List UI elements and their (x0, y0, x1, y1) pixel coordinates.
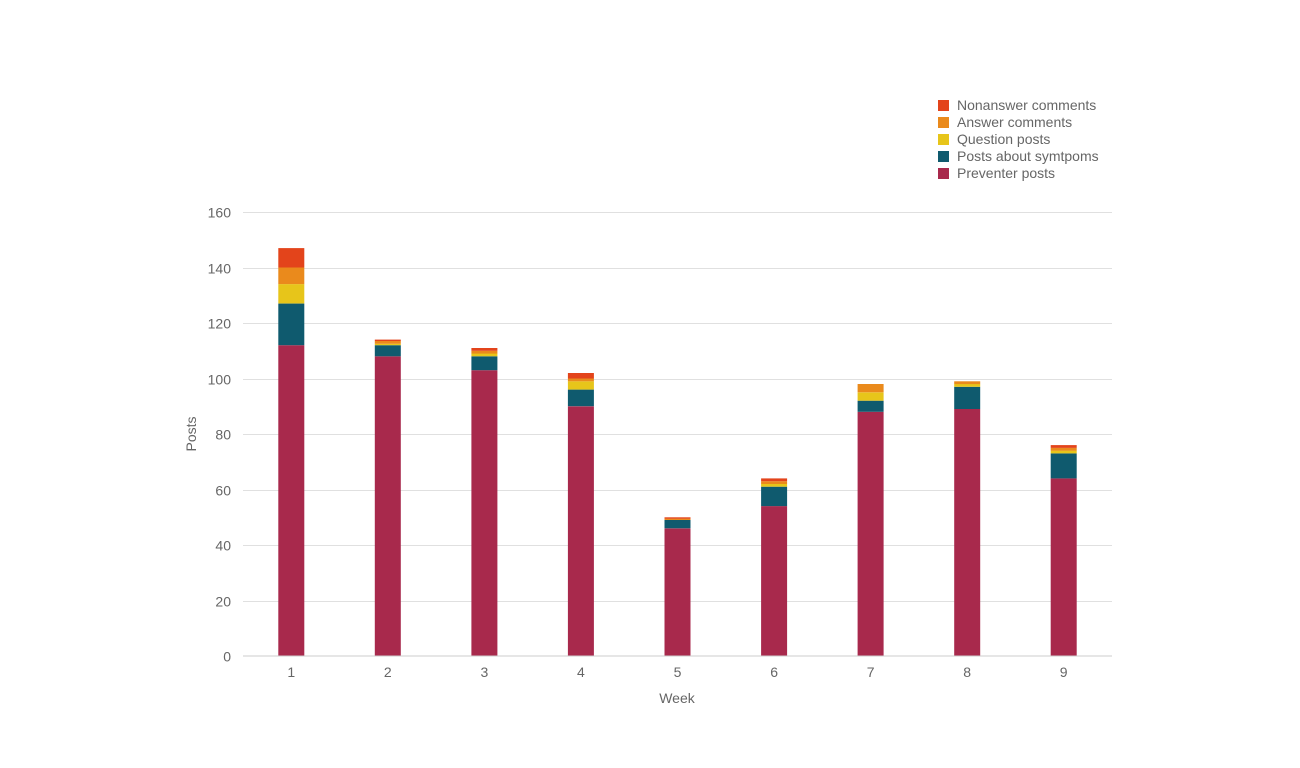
y-tick-label: 60 (215, 483, 231, 499)
bar-segment-week-1-series-0 (278, 345, 305, 656)
x-axis-ticks: 1 2 3 4 5 6 7 8 9 (287, 664, 1067, 680)
y-axis-title: Posts (183, 416, 199, 451)
bar-segment-week-6-series-0 (761, 506, 788, 656)
bar-segment-week-9-series-4 (1050, 445, 1077, 448)
x-tick-label: 3 (481, 664, 489, 680)
bar-segment-week-5-series-4 (664, 517, 691, 519)
bar-segment-week-3-series-0 (471, 370, 498, 656)
bar-segment-week-2-series-0 (374, 356, 401, 656)
bar-segment-week-2-series-4 (374, 339, 401, 341)
x-tick-label: 2 (384, 664, 392, 680)
bar-segment-week-4-series-1 (567, 389, 594, 407)
legend-label: Question posts (957, 131, 1050, 147)
y-tick-label: 0 (223, 649, 231, 665)
bar-segment-week-7-series-0 (857, 411, 884, 656)
legend-label: Preventer posts (957, 165, 1055, 181)
bar-segment-week-2-series-2 (374, 343, 401, 346)
y-tick-label: 20 (215, 594, 231, 610)
x-tick-label: 6 (770, 664, 778, 680)
bar-segment-week-7-series-3 (857, 384, 884, 393)
legend-item: Posts about symtpoms (938, 148, 1099, 164)
bar-segment-week-8-series-3 (954, 381, 981, 385)
bar-segment-week-3-series-1 (471, 356, 498, 371)
legend-item: Question posts (938, 131, 1050, 147)
bar-segment-week-4-series-3 (567, 378, 594, 382)
legend-swatch (938, 100, 949, 111)
legend-item: Nonanswer comments (938, 97, 1096, 113)
bar-segment-week-5-series-3 (664, 518, 691, 520)
bar-segment-week-3-series-3 (471, 350, 498, 354)
y-tick-label: 100 (208, 372, 232, 388)
bar-segment-week-3-series-4 (471, 348, 498, 351)
bar-segment-week-6-series-3 (761, 481, 788, 484)
bar-segment-week-5-series-0 (664, 528, 691, 656)
x-tick-label: 7 (867, 664, 875, 680)
bar-segment-week-4-series-2 (567, 381, 594, 390)
legend-swatch (938, 117, 949, 128)
y-tick-label: 160 (208, 205, 232, 221)
legend-swatch (938, 151, 949, 162)
x-tick-label: 1 (287, 664, 295, 680)
bar-segment-week-7-series-1 (857, 400, 884, 412)
x-tick-label: 5 (674, 664, 682, 680)
bar-segment-week-2-series-1 (374, 345, 401, 357)
bar-segment-week-3-series-2 (471, 353, 498, 357)
y-tick-label: 40 (215, 538, 231, 554)
legend-swatch (938, 168, 949, 179)
bar-segment-week-6-series-4 (761, 478, 788, 482)
y-tick-label: 80 (215, 427, 231, 443)
x-tick-label: 4 (577, 664, 585, 680)
bar-segment-week-6-series-2 (761, 483, 788, 487)
bar-segment-week-1-series-4 (278, 248, 305, 268)
bar-segment-week-8-series-2 (954, 384, 981, 387)
bar-segment-week-1-series-1 (278, 303, 305, 346)
y-axis-ticks: 0 20 40 60 80 100 120 140 160 (208, 205, 232, 665)
x-tick-label: 8 (963, 664, 971, 680)
bar-segment-week-2-series-3 (374, 341, 401, 344)
x-axis-title: Week (659, 690, 696, 706)
legend-item: Answer comments (938, 114, 1072, 130)
bar-segment-week-6-series-1 (761, 486, 788, 507)
bar-segment-week-5-series-1 (664, 520, 691, 529)
bar-segment-week-9-series-1 (1050, 453, 1077, 479)
y-tick-label: 120 (208, 316, 232, 332)
bar-segment-week-9-series-2 (1050, 450, 1077, 454)
bar-segment-week-9-series-3 (1050, 447, 1077, 451)
bar-segment-week-9-series-0 (1050, 478, 1077, 656)
legend-swatch (938, 134, 949, 145)
bars (278, 248, 1077, 657)
bar-segment-week-4-series-4 (567, 373, 594, 379)
bar-segment-week-1-series-2 (278, 284, 305, 304)
legend-label: Posts about symtpoms (957, 148, 1099, 164)
bar-segment-week-4-series-0 (567, 406, 594, 657)
bar-segment-week-1-series-3 (278, 267, 305, 285)
legend-item: Preventer posts (938, 165, 1055, 181)
legend-label: Answer comments (957, 114, 1072, 130)
bar-segment-week-7-series-2 (857, 392, 884, 401)
bar-segment-week-8-series-1 (954, 386, 981, 409)
legend-label: Nonanswer comments (957, 97, 1096, 113)
bar-segment-week-8-series-0 (954, 409, 981, 656)
x-tick-label: 9 (1060, 664, 1068, 680)
y-tick-label: 140 (208, 261, 232, 277)
